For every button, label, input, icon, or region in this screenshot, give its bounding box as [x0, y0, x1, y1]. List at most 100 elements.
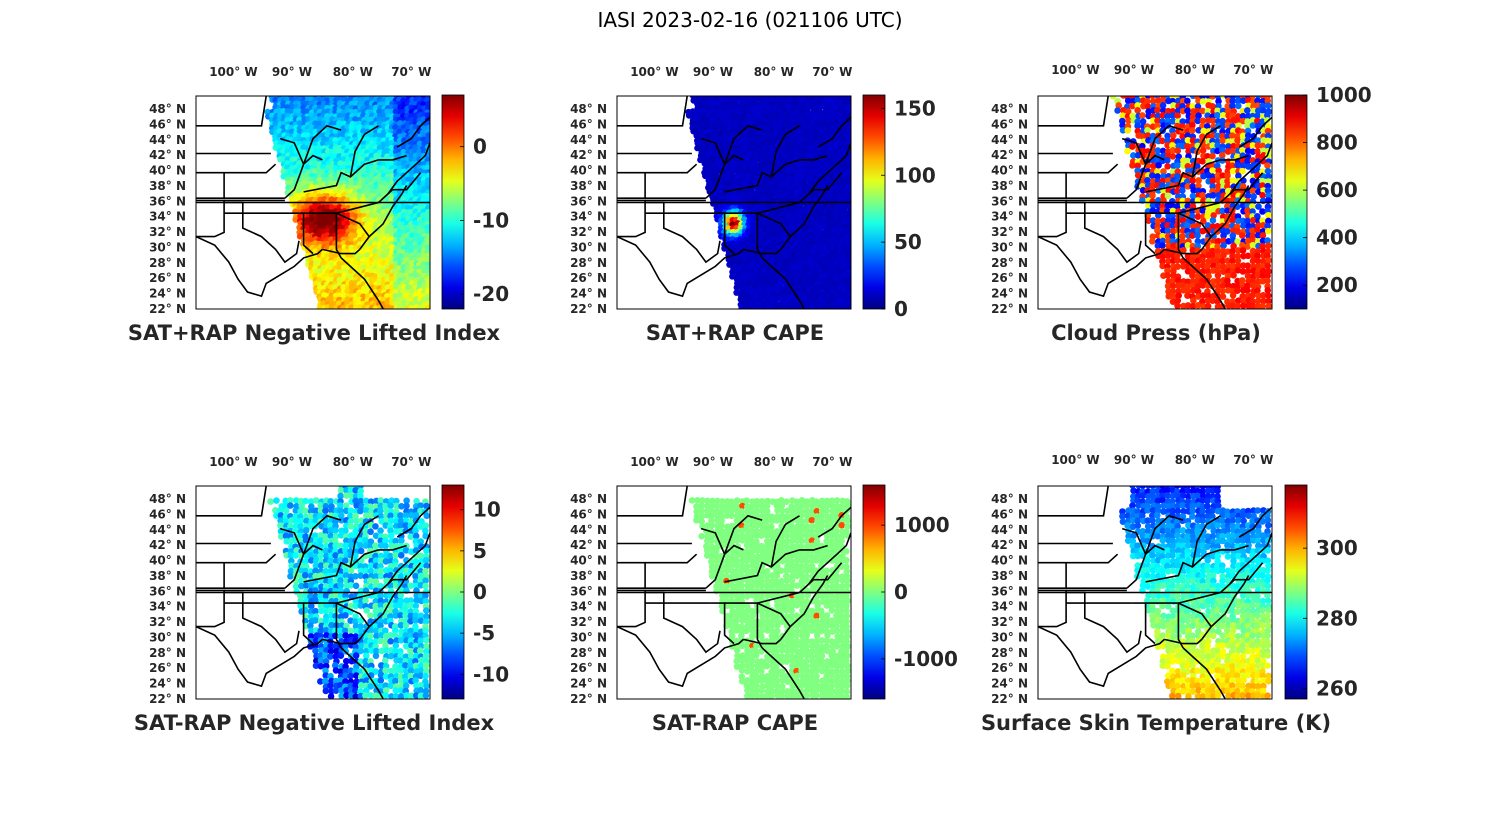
- lat-tick-label: 30° N: [991, 240, 1028, 254]
- colorbar-tick-label: 260: [1316, 676, 1358, 700]
- lat-tick-label: 44° N: [149, 523, 186, 537]
- map-panel: 48° N46° N 44° N42° N 40° N38° N36° N 34° N…: [991, 63, 1372, 345]
- lon-tick-label: 90° W: [1114, 453, 1154, 467]
- map-panel: 48° N46° N 44° N42° N 40° N38° N36° N 34° N…: [570, 65, 936, 345]
- lat-tick-label: 32° N: [149, 615, 186, 629]
- lat-tick-label: 46° N: [149, 507, 186, 521]
- lat-tick-label: 36° N: [570, 194, 607, 208]
- data-swath: [1119, 486, 1272, 699]
- colorbar-tick-label: 100: [894, 163, 936, 187]
- lon-tick-label: 90° W: [1114, 63, 1154, 77]
- lat-tick-label: 38° N: [570, 569, 607, 583]
- lat-tick-label: 44° N: [991, 523, 1028, 537]
- lat-tick-label: 46° N: [991, 507, 1028, 521]
- colorbar-tick-label: 0: [473, 135, 487, 159]
- lat-tick-label: 44° N: [149, 133, 186, 147]
- panel-title: Cloud Press (hPa): [1051, 321, 1261, 345]
- map-panel: 48° N46° N 44° N42° N 40° N38° N36° N 34° N…: [134, 455, 509, 735]
- lat-tick-label: 28° N: [991, 256, 1028, 270]
- map-frame: [1037, 95, 1273, 310]
- lon-tick-label: 80° W: [333, 455, 373, 469]
- lat-tick-label: 26° N: [149, 661, 186, 675]
- map-panel: 48° N46° N 44° N42° N 40° N38° N36° N 34° N…: [570, 455, 958, 735]
- lat-tick-label: 30° N: [149, 240, 186, 254]
- panel-title: SAT-RAP CAPE: [652, 711, 818, 735]
- map-frame: [195, 95, 431, 310]
- state-boundaries: [196, 96, 430, 309]
- colorbar: [862, 94, 886, 310]
- lat-tick-label: 28° N: [570, 646, 607, 660]
- lat-tick-label: 44° N: [991, 133, 1028, 147]
- lat-tick-label: 24° N: [991, 677, 1028, 691]
- lat-tick-label: 22° N: [570, 302, 607, 316]
- colorbar-tick-label: -10: [473, 662, 509, 686]
- state-boundaries: [617, 486, 851, 699]
- colorbar-tick-label: 10: [473, 498, 501, 522]
- data-swath: [264, 96, 430, 309]
- lat-tick-label: 26° N: [149, 271, 186, 285]
- lat-tick-label: 24° N: [570, 287, 607, 301]
- lat-tick-label: 32° N: [570, 615, 607, 629]
- lat-tick-label: 28° N: [991, 646, 1028, 660]
- colorbar-tick-label: 200: [1316, 273, 1358, 297]
- lon-tick-label: 100° W: [1051, 453, 1099, 467]
- lat-tick-label: 48° N: [991, 102, 1028, 116]
- lat-tick-label: 36° N: [149, 584, 186, 598]
- lat-tick-label: 34° N: [991, 210, 1028, 224]
- colorbar-tick-label: 1000: [1316, 83, 1372, 107]
- lat-tick-label: 26° N: [570, 661, 607, 675]
- data-swath: [1109, 96, 1272, 309]
- lat-tick-label: 42° N: [991, 538, 1028, 552]
- lat-tick-label: 22° N: [991, 692, 1028, 706]
- lat-tick-label: 48° N: [149, 102, 186, 116]
- lat-tick-label: 34° N: [991, 600, 1028, 614]
- lat-tick-label: 46° N: [570, 507, 607, 521]
- lon-tick-label: 90° W: [693, 455, 733, 469]
- colorbar-tick-label: 0: [894, 580, 908, 604]
- lat-tick-label: 38° N: [570, 179, 607, 193]
- lon-tick-label: 80° W: [1175, 453, 1215, 467]
- panel-title: SAT+RAP Negative Lifted Index: [128, 321, 501, 345]
- lon-tick-label: 70° W: [391, 455, 431, 469]
- lat-tick-label: 40° N: [149, 554, 186, 568]
- colorbar-tick-label: 400: [1316, 226, 1358, 250]
- lat-tick-label: 24° N: [149, 287, 186, 301]
- state-boundaries: [1038, 96, 1272, 309]
- lon-tick-label: 100° W: [630, 455, 678, 469]
- colorbar-tick-label: 1000: [894, 513, 950, 537]
- lat-tick-label: 42° N: [149, 148, 186, 162]
- lat-tick-label: 34° N: [149, 600, 186, 614]
- lat-tick-label: 32° N: [570, 225, 607, 239]
- lon-tick-label: 70° W: [812, 65, 852, 79]
- lat-tick-label: 40° N: [570, 554, 607, 568]
- lat-tick-label: 42° N: [149, 538, 186, 552]
- lat-tick-label: 30° N: [149, 630, 186, 644]
- state-boundaries: [617, 96, 851, 309]
- lat-tick-label: 24° N: [149, 677, 186, 691]
- lat-tick-label: 36° N: [991, 194, 1028, 208]
- colorbar-tick-label: 0: [473, 580, 487, 604]
- lat-tick-label: 32° N: [991, 225, 1028, 239]
- lon-tick-label: 100° W: [630, 65, 678, 79]
- lon-tick-label: 70° W: [1233, 63, 1273, 77]
- lat-tick-label: 24° N: [991, 287, 1028, 301]
- lat-tick-label: 44° N: [570, 523, 607, 537]
- colorbar-tick-label: 50: [894, 230, 922, 254]
- lon-tick-label: 100° W: [1051, 63, 1099, 77]
- lon-tick-label: 70° W: [391, 65, 431, 79]
- colorbar-tick-label: 600: [1316, 178, 1358, 202]
- lat-tick-label: 36° N: [991, 584, 1028, 598]
- lat-tick-label: 46° N: [149, 117, 186, 131]
- data-swath: [685, 96, 851, 309]
- colorbar-tick-label: 5: [473, 539, 487, 563]
- lat-tick-label: 42° N: [570, 148, 607, 162]
- lon-tick-label: 70° W: [812, 455, 852, 469]
- colorbar-tick-label: 300: [1316, 536, 1358, 560]
- lat-tick-label: 22° N: [991, 302, 1028, 316]
- lon-tick-label: 80° W: [333, 65, 373, 79]
- lat-tick-label: 38° N: [149, 179, 186, 193]
- lon-tick-label: 80° W: [754, 455, 794, 469]
- data-swath: [267, 486, 430, 699]
- lat-tick-label: 46° N: [991, 117, 1028, 131]
- lat-tick-label: 24° N: [570, 677, 607, 691]
